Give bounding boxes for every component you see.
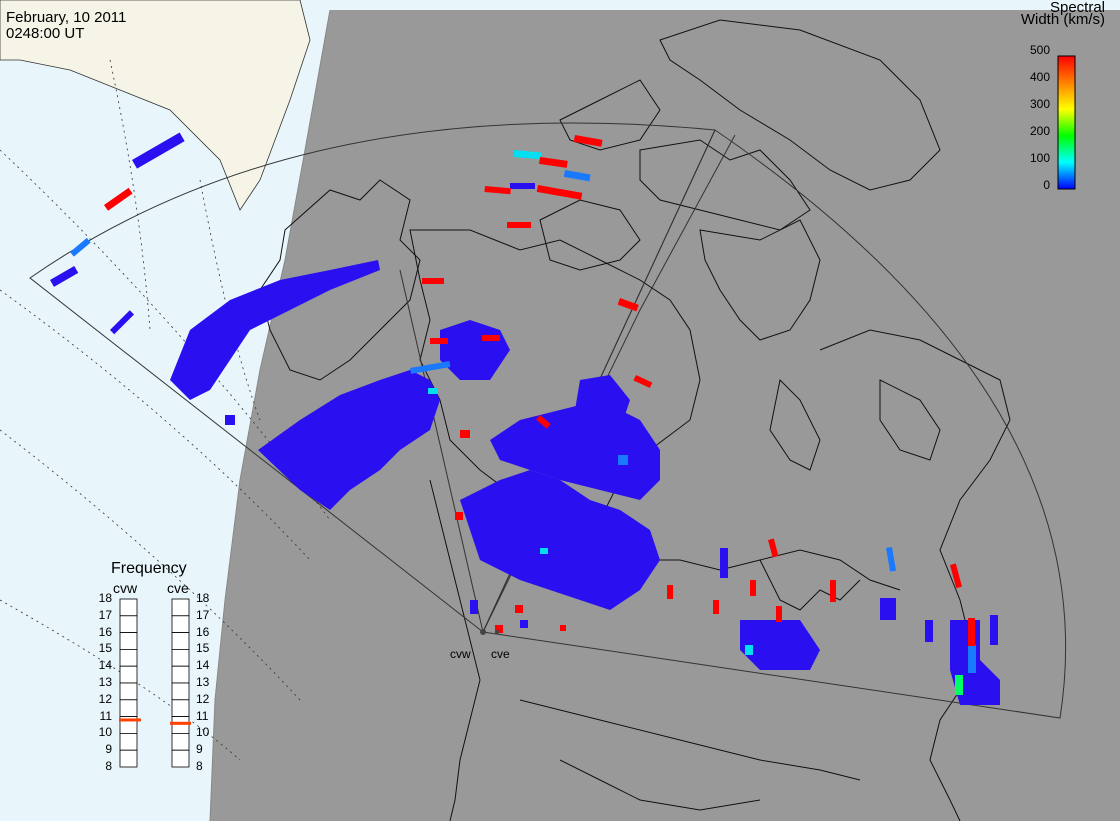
- frequency-scale-label: 15: [98, 641, 112, 656]
- header-time: 0248:00 UT: [6, 25, 85, 42]
- frequency-cell-cve: [171, 682, 190, 701]
- scatter-cyan: [428, 150, 753, 655]
- frequency-scale-label: 14: [196, 658, 210, 673]
- frequency-boxes: [119, 598, 191, 768]
- frequency-scale-label: 12: [98, 691, 112, 706]
- frequency-scale-label: 12: [196, 691, 210, 706]
- frequency-cell-cvw: [119, 615, 138, 633]
- frequency-cell-cve: [171, 632, 190, 650]
- scatter-midblue: [69, 170, 976, 673]
- frequency-scale-label: 14: [98, 658, 112, 673]
- frequency-scale-label: 11: [99, 708, 112, 723]
- colorbar-tick: 100: [1029, 151, 1050, 165]
- colorbar-tick: 300: [1029, 97, 1050, 111]
- frequency-cell-cve: [171, 699, 190, 718]
- frequency-scale-label: 16: [98, 624, 112, 639]
- frequency-radar-cve: cve: [167, 580, 189, 596]
- frequency-scale-label: 16: [196, 624, 210, 639]
- frequency-cell-cve: [171, 732, 190, 751]
- frequency-scale-label: 8: [196, 759, 203, 773]
- frequency-marker-cvw: [119, 718, 141, 722]
- frequency-scale-label: 10: [98, 725, 112, 740]
- scatter-blue: [50, 132, 1000, 705]
- frequency-scale-label: 15: [196, 641, 210, 656]
- colorbar-gradient: [1057, 55, 1076, 190]
- frequency-marker-cve: [170, 721, 191, 725]
- frequency-scale-label: 11: [196, 708, 209, 723]
- frequency-cell-cvw: [119, 682, 138, 701]
- frequency-scale-label: 8: [105, 759, 112, 773]
- frequency-cell-cvw: [119, 649, 138, 667]
- frequency-cell-cvw: [119, 699, 138, 718]
- frequency-scale-label: 9: [105, 742, 112, 757]
- colorbar-tick: 0: [1043, 178, 1050, 192]
- frequency-title: Frequency: [111, 560, 187, 577]
- radar-site-cvw: [480, 629, 486, 635]
- frequency-cell-cvw: [119, 632, 138, 650]
- radar-label-cve: cve: [491, 647, 510, 661]
- colorbar-title-line1: Spectral: [1049, 0, 1105, 16]
- frequency-cell-cve: [171, 598, 190, 617]
- header-date: February, 10 2011: [6, 9, 127, 26]
- frequency-scale-label: 17: [98, 607, 112, 622]
- daylit-land: [0, 0, 311, 211]
- frequency-scale-label: 9: [196, 742, 203, 757]
- terminator-line: [209, 9, 331, 821]
- scatter-green: [955, 675, 963, 695]
- frequency-cell-cve: [171, 749, 190, 768]
- frequency-cell-cvw: [119, 665, 138, 684]
- radar-site-cve: [495, 630, 499, 634]
- colorbar-tick: 500: [1029, 43, 1050, 57]
- frequency-radar-cvw: cvw: [113, 580, 138, 596]
- frequency-cell-cve: [171, 665, 190, 684]
- frequency-cell-cvw: [119, 732, 138, 751]
- frequency-scale-label: 18: [98, 591, 112, 605]
- frequency-cell-cvw: [119, 749, 138, 768]
- frequency-cell-cve: [171, 716, 190, 734]
- frequency-scale-label: 13: [196, 675, 210, 689]
- frequency-cell-cve: [171, 615, 190, 633]
- colorbar-tick: 400: [1029, 70, 1050, 84]
- frequency-scale-label: 13: [98, 675, 112, 689]
- colorbar-tick: 200: [1029, 124, 1050, 138]
- radar-label-cvw: cvw: [450, 647, 471, 661]
- frequency-scale-label: 17: [196, 607, 210, 622]
- colorbar-title-line2: Width (km/s): [1020, 11, 1105, 28]
- frequency-scale-label: 10: [196, 725, 210, 740]
- scatter-red: [103, 134, 975, 646]
- frequency-cell-cvw: [119, 598, 138, 617]
- frequency-cell-cve: [171, 649, 190, 667]
- frequency-scale-label: 18: [196, 591, 210, 605]
